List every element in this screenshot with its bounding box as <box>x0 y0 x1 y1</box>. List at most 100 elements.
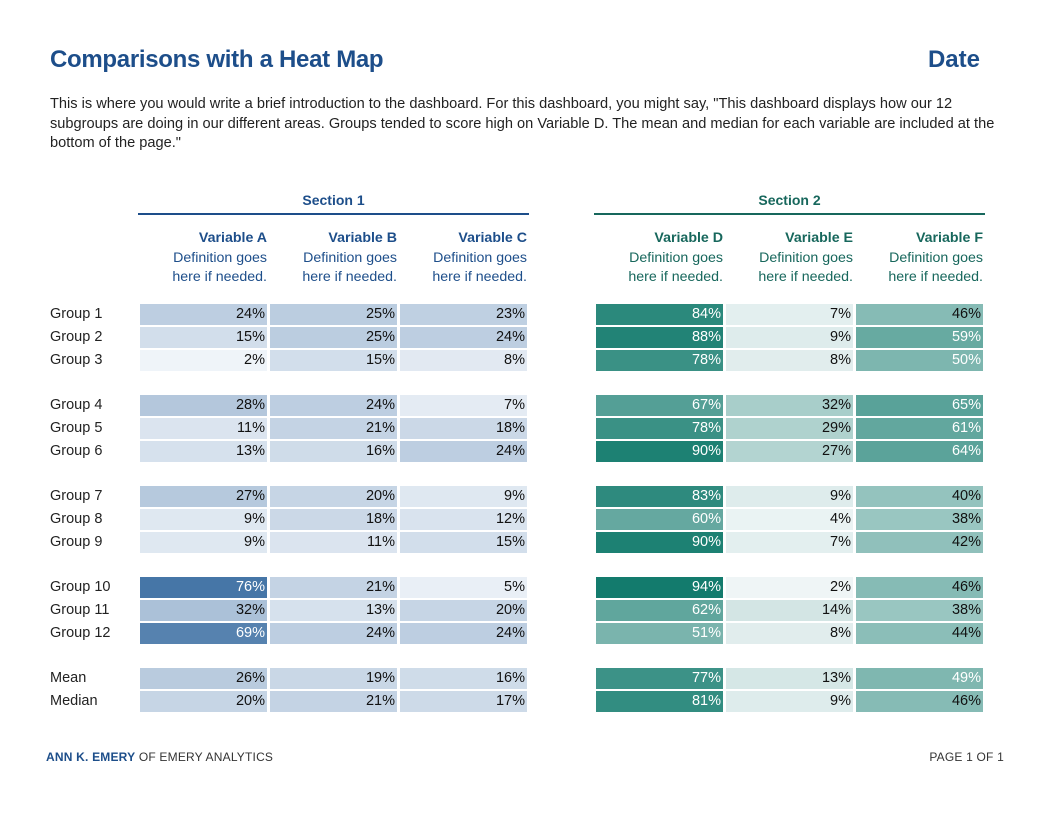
heatmap-cell: 81% <box>596 691 723 712</box>
heatmap-cell: 62% <box>596 600 723 621</box>
row-label: Group 5 <box>50 420 103 436</box>
heatmap-cell: 24% <box>400 623 527 644</box>
heatmap-cell: 38% <box>856 600 983 621</box>
heatmap-cell: 8% <box>400 350 527 371</box>
row-label: Group 6 <box>50 443 103 459</box>
variable-definition: here if needed. <box>172 269 267 285</box>
heatmap-cell: 38% <box>856 509 983 530</box>
variable-definition: Definition goes <box>433 249 527 266</box>
heatmap-cell: 18% <box>270 509 397 530</box>
heatmap-cell: 83% <box>596 486 723 507</box>
variable-name: Variable B <box>328 230 397 246</box>
heatmap-cell: 27% <box>726 441 853 462</box>
heatmap-cell: 60% <box>596 509 723 530</box>
heatmap-cell: 2% <box>140 350 267 371</box>
heatmap-cell: 29% <box>726 418 853 439</box>
variable-header-d: Variable D Definition goes here if needed. <box>596 229 723 288</box>
heatmap-cell: 9% <box>400 486 527 507</box>
heatmap-cell: 46% <box>856 691 983 712</box>
heatmap-cell: 4% <box>726 509 853 530</box>
heatmap-cell: 24% <box>400 441 527 462</box>
variable-definition: here if needed. <box>628 269 723 285</box>
heatmap-cell: 77% <box>596 668 723 689</box>
heatmap-cell: 44% <box>856 623 983 644</box>
footer-credit: ANN K. EMERY OF EMERY ANALYTICS <box>46 750 273 764</box>
heatmap-cell: 21% <box>270 691 397 712</box>
heatmap-cell: 59% <box>856 327 983 348</box>
heatmap-cell: 24% <box>270 623 397 644</box>
row-label: Group 8 <box>50 511 103 527</box>
heatmap-cell: 15% <box>140 327 267 348</box>
variable-header-f: Variable F Definition goes here if needed. <box>856 229 983 288</box>
row-label: Group 7 <box>50 488 103 504</box>
variable-definition: Definition goes <box>303 249 397 266</box>
variable-definition: here if needed. <box>888 269 983 285</box>
heatmap-cell: 32% <box>140 600 267 621</box>
heatmap-cell: 18% <box>400 418 527 439</box>
heatmap-cell: 78% <box>596 418 723 439</box>
heatmap-cell: 8% <box>726 623 853 644</box>
heatmap-cell: 5% <box>400 577 527 598</box>
row-label: Group 9 <box>50 534 103 550</box>
heatmap-cell: 9% <box>726 327 853 348</box>
heatmap-cell: 46% <box>856 304 983 325</box>
row-label: Group 2 <box>50 329 103 345</box>
intro-paragraph: This is where you would write a brief in… <box>50 96 995 151</box>
heatmap-cell: 28% <box>140 395 267 416</box>
variable-header-b: Variable B Definition goes here if needed. <box>270 229 397 288</box>
row-label: Group 1 <box>50 306 103 322</box>
heatmap-cell: 51% <box>596 623 723 644</box>
heatmap-cell: 9% <box>140 509 267 530</box>
heatmap-cell: 84% <box>596 304 723 325</box>
row-label: Group 10 <box>50 579 111 595</box>
heatmap-cell: 25% <box>270 304 397 325</box>
heatmap-cell: 20% <box>400 600 527 621</box>
heatmap-cell: 46% <box>856 577 983 598</box>
heatmap-cell: 7% <box>726 532 853 553</box>
heatmap-cell: 7% <box>400 395 527 416</box>
heatmap-cell: 94% <box>596 577 723 598</box>
variable-name: Variable E <box>785 230 853 246</box>
variable-name: Variable F <box>915 230 983 246</box>
heatmap-cell: 32% <box>726 395 853 416</box>
heatmap-cell: 50% <box>856 350 983 371</box>
variable-definition: here if needed. <box>432 269 527 285</box>
section-1-header: Section 1 <box>138 192 529 215</box>
heatmap-cell: 23% <box>400 304 527 325</box>
heatmap-cell: 21% <box>270 577 397 598</box>
heatmap-cell: 24% <box>400 327 527 348</box>
heatmap-cell: 9% <box>726 691 853 712</box>
author-name: ANN K. EMERY <box>46 750 136 764</box>
variable-definition: here if needed. <box>302 269 397 285</box>
heatmap-cell: 69% <box>140 623 267 644</box>
heatmap-cell: 20% <box>140 691 267 712</box>
row-label: Group 12 <box>50 625 111 641</box>
heatmap-cell: 24% <box>270 395 397 416</box>
heatmap-cell: 14% <box>726 600 853 621</box>
section-2-header: Section 2 <box>594 192 985 215</box>
heatmap-cell: 27% <box>140 486 267 507</box>
heatmap-cell: 16% <box>400 668 527 689</box>
heatmap-cell: 64% <box>856 441 983 462</box>
heatmap-cell: 7% <box>726 304 853 325</box>
author-org: OF EMERY ANALYTICS <box>135 750 274 764</box>
variable-header-c: Variable C Definition goes here if needed. <box>400 229 527 288</box>
variable-definition: Definition goes <box>629 249 723 266</box>
heatmap-cell: 88% <box>596 327 723 348</box>
variable-definition: here if needed. <box>758 269 853 285</box>
variable-definition: Definition goes <box>759 249 853 266</box>
heatmap-cell: 13% <box>140 441 267 462</box>
variable-name: Variable A <box>198 230 267 246</box>
heatmap-cell: 11% <box>140 418 267 439</box>
heatmap-cell: 17% <box>400 691 527 712</box>
heatmap-cell: 2% <box>726 577 853 598</box>
row-label: Group 3 <box>50 352 103 368</box>
heatmap-cell: 78% <box>596 350 723 371</box>
row-label: Group 11 <box>50 602 110 618</box>
heatmap-cell: 26% <box>140 668 267 689</box>
variable-name: Variable D <box>654 230 723 246</box>
row-label: Median <box>50 693 98 709</box>
heatmap-cell: 40% <box>856 486 983 507</box>
heatmap-cell: 42% <box>856 532 983 553</box>
row-label: Group 4 <box>50 397 103 413</box>
